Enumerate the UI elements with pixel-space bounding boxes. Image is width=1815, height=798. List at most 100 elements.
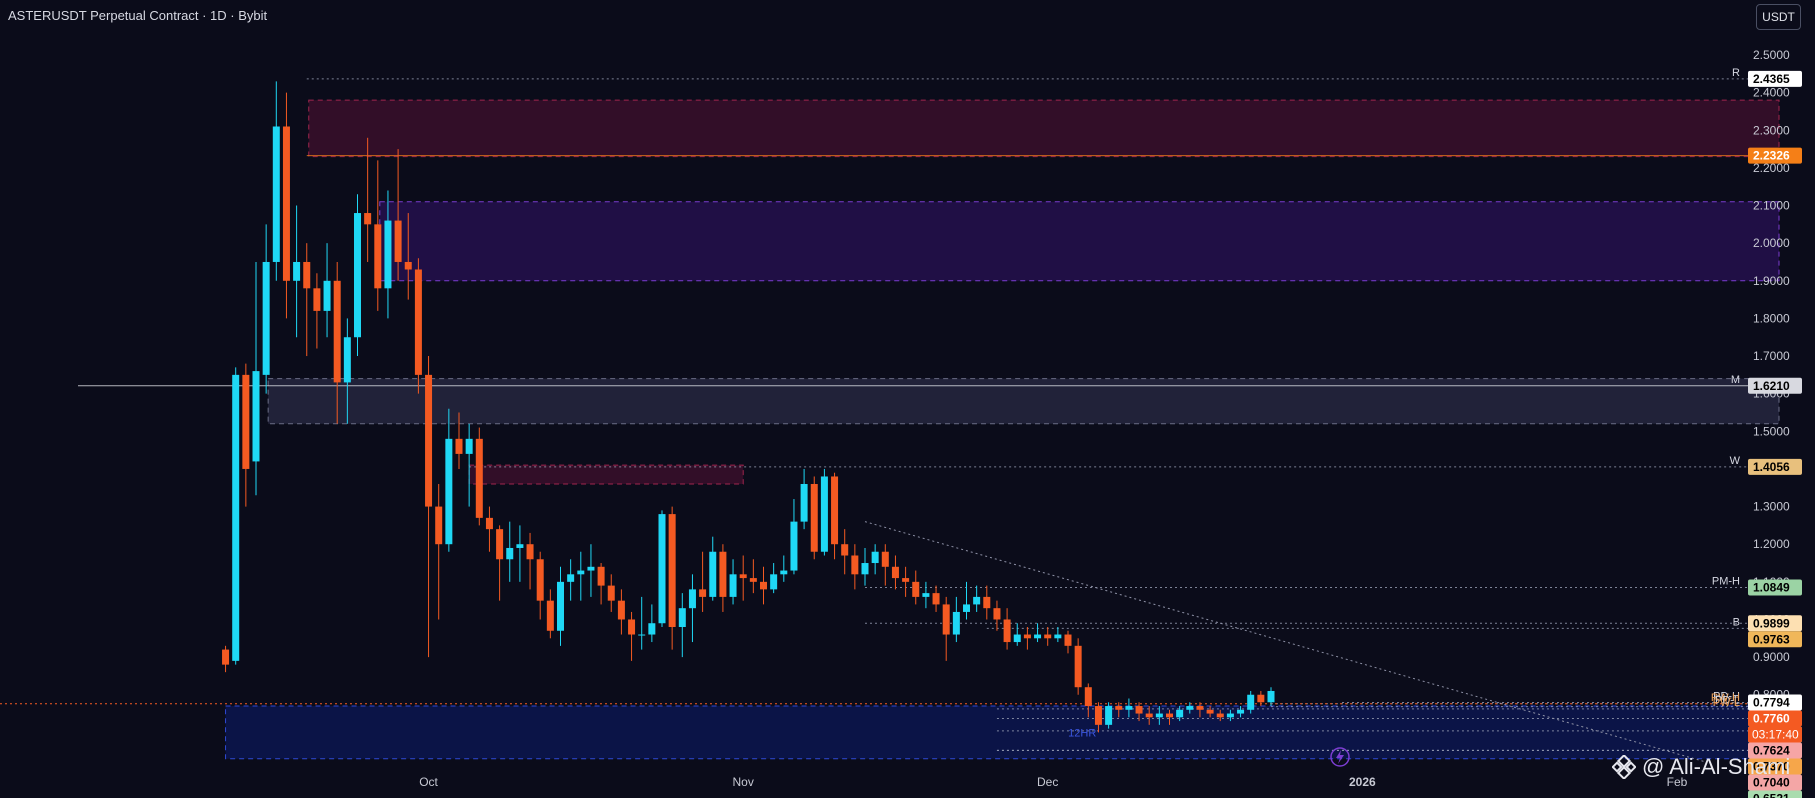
countdown-bg	[1748, 726, 1802, 743]
candle-body	[1044, 634, 1052, 639]
level-name: PM-H	[1712, 576, 1740, 588]
x-tick-label: Feb	[1667, 775, 1688, 789]
y-tick-label: 0.9000	[1753, 650, 1790, 664]
level-label-bg	[1748, 458, 1802, 475]
level-label-bg	[1748, 70, 1802, 87]
candle-body	[404, 261, 412, 270]
lightning-bolt-icon	[1336, 750, 1344, 764]
candle-body	[1125, 706, 1133, 710]
level-price-label: 0.7794	[1753, 695, 1790, 709]
level-label-bg	[1748, 758, 1802, 775]
candle-body	[1267, 690, 1275, 703]
candle-body	[1074, 645, 1082, 688]
candle-body	[1247, 694, 1255, 710]
zone-red	[308, 99, 1780, 158]
level-label-bg	[1748, 615, 1802, 632]
candle-body	[242, 374, 250, 469]
level-price-label: 0.7040	[1753, 775, 1790, 789]
level-label-bg	[1748, 694, 1802, 711]
level-price-label: 0.9899	[1753, 616, 1790, 630]
candle-body	[688, 589, 696, 609]
level-label-bg	[1748, 579, 1802, 596]
candle-body	[1003, 619, 1011, 643]
candle-body	[699, 589, 707, 597]
candle-body	[1257, 694, 1265, 703]
level-label-bg	[1748, 742, 1802, 759]
level-label-bg	[1748, 710, 1802, 727]
level-name: R	[1732, 67, 1740, 79]
candle-body	[668, 514, 676, 627]
level-price-label: 1.4056	[1753, 460, 1790, 474]
currency-button[interactable]: USDT	[1756, 4, 1801, 30]
candle-body	[516, 544, 524, 548]
candle-body	[1034, 634, 1042, 639]
candle-body	[262, 261, 270, 375]
candle-body	[1155, 713, 1163, 718]
candle-body	[272, 126, 280, 262]
candle-body	[932, 593, 940, 605]
watermark: @ Ali-Al-Shami	[1612, 754, 1790, 780]
level-price-label: 0.7760	[1753, 711, 1790, 725]
candle-body	[760, 581, 767, 590]
level-name: PW-L	[1713, 697, 1740, 709]
candle-body	[607, 585, 615, 601]
candle-body	[506, 547, 514, 560]
y-tick-label: 2.2000	[1753, 161, 1790, 175]
candle-body	[445, 438, 453, 545]
candle-body	[333, 280, 341, 383]
y-tick-label: 1.2000	[1753, 537, 1790, 551]
candle-body	[587, 566, 595, 571]
candle-body	[1145, 713, 1153, 718]
candle-body	[343, 337, 351, 383]
level-name: W	[1730, 455, 1741, 467]
candle-body	[485, 517, 493, 530]
level-price-label: 0.6521	[1753, 791, 1790, 798]
candle-body	[455, 438, 463, 454]
candle-body	[1237, 709, 1245, 714]
level-price-label: 0.9763	[1753, 632, 1790, 646]
level-price-label: 0.7370	[1753, 759, 1790, 773]
level-price-label: 2.4365	[1753, 72, 1790, 86]
candle-body	[820, 476, 828, 552]
lightning-icon	[1330, 747, 1350, 767]
candle-body	[891, 566, 899, 579]
candle-body	[831, 476, 839, 545]
candle-body	[1064, 634, 1072, 646]
candle-body	[425, 374, 433, 507]
candle-body	[1226, 713, 1234, 718]
candle-body	[678, 608, 686, 627]
candle-body	[1084, 687, 1092, 707]
candle-body	[384, 220, 392, 289]
candle-body	[942, 604, 950, 635]
candle-body	[536, 559, 544, 601]
chart-title: ASTERUSDT Perpetual Contract · 1D · Bybi…	[8, 8, 268, 23]
candle-body	[557, 581, 564, 631]
candle-body	[1115, 706, 1123, 710]
candle-body	[658, 514, 666, 624]
candle-body	[973, 596, 981, 605]
y-tick-label: 2.5000	[1753, 48, 1790, 62]
candle-body	[922, 593, 930, 597]
level-name: B	[1733, 616, 1740, 628]
candle-body	[1094, 706, 1102, 725]
y-tick-label: 2.0000	[1753, 236, 1790, 250]
candle-body	[648, 623, 656, 635]
candle-body	[983, 596, 991, 609]
level-label-bg	[1748, 790, 1802, 798]
x-tick-label: Oct	[419, 775, 438, 789]
candle-body	[861, 563, 869, 575]
candle-body	[374, 224, 382, 289]
candle-body	[1176, 709, 1184, 718]
candle-body	[790, 521, 798, 571]
watermark-text: @ Ali-Al-Shami	[1642, 754, 1791, 779]
candle-body	[1206, 709, 1214, 714]
candle-body	[1216, 713, 1224, 718]
candle-body	[465, 438, 473, 454]
candle-body	[232, 374, 240, 661]
candle-body	[597, 566, 605, 586]
candle-body	[1023, 634, 1031, 639]
candle-body	[709, 551, 717, 597]
zone-label: 12HR	[1068, 727, 1096, 739]
candle-body	[993, 608, 1001, 620]
